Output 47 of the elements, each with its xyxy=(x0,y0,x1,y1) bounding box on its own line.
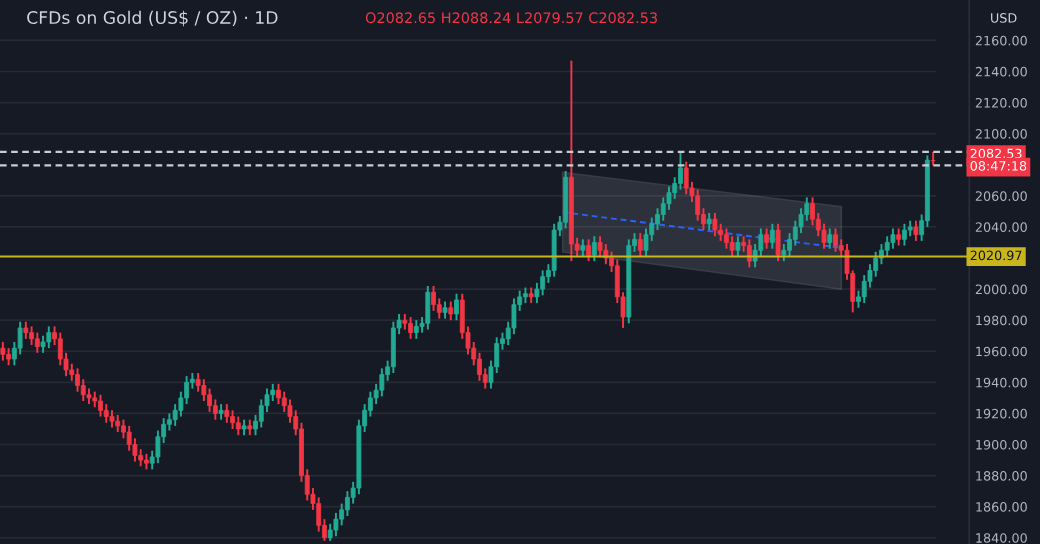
text: CFDs on Gold (US$ / OZ) · 1D xyxy=(27,10,278,27)
candlestick xyxy=(34,331,40,354)
candlestick xyxy=(344,490,350,517)
candlestick xyxy=(764,227,770,250)
candlestick xyxy=(98,393,103,418)
candlestick xyxy=(29,325,35,347)
candlestick xyxy=(46,325,52,350)
candlestick xyxy=(735,235,741,258)
candlestick xyxy=(224,403,230,424)
candlestick xyxy=(769,222,775,250)
candlestick xyxy=(454,292,459,322)
candlestick xyxy=(729,235,735,258)
candlestick xyxy=(712,211,718,238)
candlestick xyxy=(235,415,241,437)
candlestick xyxy=(75,367,80,393)
candlestick xyxy=(408,316,414,340)
candlestick xyxy=(0,340,6,362)
candlestick xyxy=(901,222,907,247)
candlestick xyxy=(563,170,569,230)
candlestick xyxy=(431,285,436,312)
candlestick xyxy=(103,403,109,424)
candlestick xyxy=(276,382,281,406)
candlestick xyxy=(551,222,557,278)
candlestick xyxy=(678,151,683,191)
candlestick xyxy=(195,372,201,393)
candlestick xyxy=(683,160,689,196)
candlestick xyxy=(597,235,603,258)
candlestick xyxy=(413,319,419,340)
candlestick xyxy=(425,285,431,331)
candlestick xyxy=(448,300,454,322)
candlestick xyxy=(723,227,729,250)
candlestick xyxy=(540,269,546,297)
candlestick xyxy=(695,188,701,222)
candlestick xyxy=(316,496,322,533)
candlestick xyxy=(379,367,385,398)
candlestick xyxy=(884,235,890,258)
candlestick xyxy=(890,227,896,250)
candlestick xyxy=(833,227,838,253)
candlestick xyxy=(637,232,643,258)
candlestick xyxy=(230,409,235,430)
candlestick xyxy=(333,511,339,538)
candlestick xyxy=(207,387,213,413)
candlestick xyxy=(827,227,833,250)
candlestick xyxy=(591,235,597,263)
candlestick xyxy=(913,219,919,242)
candlestick xyxy=(775,222,781,263)
candlestick xyxy=(390,320,396,374)
